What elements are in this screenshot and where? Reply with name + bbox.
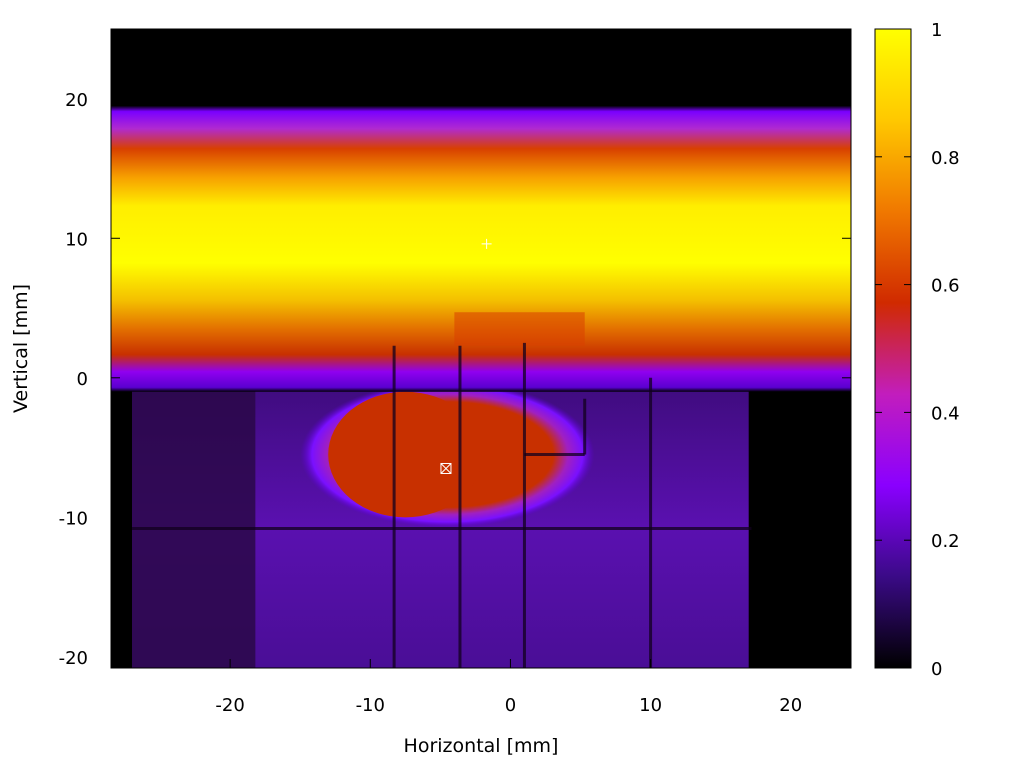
y-tick-labels: -20 -10 0 10 20 xyxy=(59,90,88,669)
colorbar xyxy=(874,28,912,669)
x-tick-labels: -20 -10 0 10 20 xyxy=(215,695,802,716)
heatmap-blob-core xyxy=(328,391,483,518)
heatmap-band-notch xyxy=(454,312,585,346)
y-tick-label: 0 xyxy=(77,369,88,390)
heatmap-plot-area xyxy=(111,29,851,668)
x-tick-label: -10 xyxy=(356,695,385,716)
marker-plus xyxy=(481,238,492,249)
heatmap-lower-left-shade xyxy=(132,384,256,668)
y-tick-label: -10 xyxy=(59,508,88,529)
plot-frame xyxy=(110,28,852,669)
colorbar-tick-label: 0 xyxy=(931,659,942,680)
x-tick-label: 10 xyxy=(639,695,662,716)
y-axis-title: Vertical [mm] xyxy=(10,284,32,413)
x-tick-label: -20 xyxy=(215,695,244,716)
y-tick-label: 20 xyxy=(65,90,88,111)
colorbar-tick-labels: 0 0.2 0.4 0.6 0.8 1 xyxy=(931,20,960,680)
colorbar-tick-label: 0.2 xyxy=(931,531,960,552)
colorbar-tick-label: 0.6 xyxy=(931,276,960,297)
colorbar-ticks xyxy=(875,28,911,669)
y-tick-label: 10 xyxy=(65,229,88,250)
marker-box xyxy=(440,462,452,474)
marker-x xyxy=(440,463,452,474)
x-tick-label: 20 xyxy=(779,695,802,716)
y-tick-label: -20 xyxy=(59,648,88,669)
colorbar-tick-label: 0.8 xyxy=(931,148,960,169)
axis-ticks xyxy=(111,29,851,668)
x-axis-title: Horizontal [mm] xyxy=(404,735,559,757)
x-tick-label: 0 xyxy=(505,695,516,716)
colorbar-tick-label: 0.4 xyxy=(931,403,960,424)
colorbar-tick-label: 1 xyxy=(931,20,942,41)
heatmap-upper-band xyxy=(111,105,851,392)
